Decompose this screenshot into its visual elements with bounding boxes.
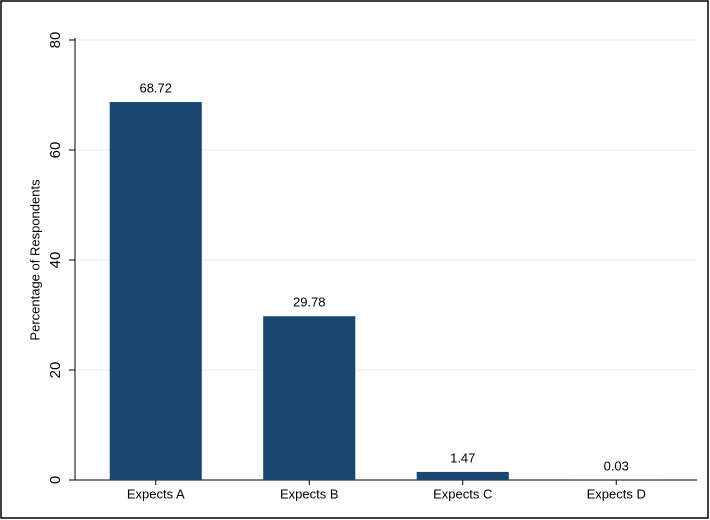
y-tick-label: 80 <box>47 32 64 49</box>
y-tick-label: 40 <box>47 252 64 269</box>
x-tick-label: Expects A <box>127 486 185 501</box>
bar <box>416 471 509 480</box>
value-label: 0.03 <box>604 458 629 473</box>
bar <box>263 316 356 480</box>
y-tick-label: 60 <box>47 142 64 159</box>
x-tick-label: Expects C <box>433 486 492 501</box>
y-tick-label: 0 <box>47 476 64 484</box>
x-tick-label: Expects D <box>587 486 646 501</box>
value-label: 29.78 <box>293 295 326 310</box>
value-label: 1.47 <box>450 450 475 465</box>
value-label: 68.72 <box>139 80 172 95</box>
bar <box>109 102 202 480</box>
y-tick-label: 20 <box>47 362 64 379</box>
x-tick-label: Expects B <box>280 486 339 501</box>
y-axis-title: Percentage of Respondents <box>27 179 42 341</box>
